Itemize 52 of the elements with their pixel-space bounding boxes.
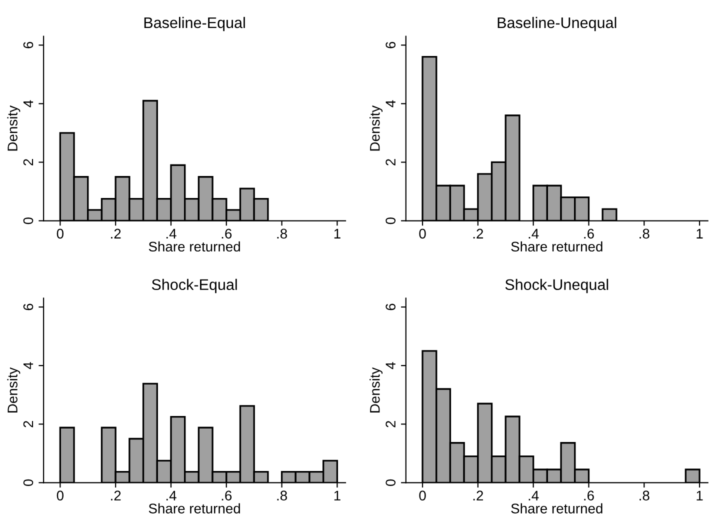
y-axis-title: Density	[370, 105, 383, 151]
x-tick-label: .8	[640, 490, 650, 501]
x-tick-label: 0	[56, 228, 64, 239]
x-tick-label: .2	[111, 490, 121, 500]
y-axis-title: Density	[7, 367, 20, 412]
y-tick-label: 4	[23, 100, 34, 108]
x-tick-label: .6	[222, 490, 232, 501]
x-tick-label: .4	[166, 228, 176, 238]
x-tick-label: .2	[111, 228, 121, 238]
x-axis-title: Share returned	[148, 241, 240, 252]
x-tick-label: .4	[528, 490, 539, 500]
y-axis-title: Density	[370, 367, 383, 412]
y-tick-label: 0	[23, 479, 34, 486]
x-tick-label: 1	[334, 228, 340, 238]
x-tick-label: .6	[584, 490, 594, 501]
y-tick-label: 6	[386, 304, 396, 310]
y-tick-label: 6	[23, 304, 34, 310]
y-axis-title: Density	[7, 105, 20, 151]
x-tick-label: 1	[696, 490, 703, 500]
x-axis-title: Share returned	[511, 241, 602, 252]
x-axis-title: Share returned	[148, 503, 240, 514]
x-tick-label: .8	[277, 228, 287, 239]
y-tick-label: 6	[23, 42, 34, 48]
x-tick-label: .8	[277, 490, 287, 501]
x-tick-label: 0	[419, 228, 426, 239]
x-tick-label: .6	[584, 228, 594, 239]
x-tick-label: .4	[528, 228, 539, 238]
x-tick-label: 0	[56, 490, 64, 501]
y-tick-label: 2	[386, 159, 396, 166]
x-tick-label: 1	[334, 490, 340, 500]
y-tick-label: 0	[23, 217, 34, 224]
y-tick-label: 0	[386, 479, 396, 486]
x-tick-label: .2	[473, 490, 484, 500]
chart-title: Baseline-Equal	[144, 16, 245, 32]
chart-title: Shock-Unequal	[505, 278, 608, 294]
x-tick-label: .2	[473, 228, 484, 238]
x-axis-title: Share returned	[511, 503, 602, 514]
y-tick-label: 4	[23, 362, 34, 370]
chart-title: Baseline-Unequal	[498, 16, 616, 32]
x-tick-label: 0	[419, 490, 426, 501]
x-tick-label: .6	[222, 228, 232, 239]
x-tick-label: .8	[640, 228, 650, 239]
x-tick-label: 1	[696, 228, 703, 238]
y-tick-label: 0	[386, 217, 396, 224]
chart-title: Shock-Equal	[152, 278, 237, 294]
y-tick-label: 2	[23, 159, 34, 166]
y-tick-label: 2	[23, 420, 34, 428]
x-tick-label: .4	[166, 490, 176, 500]
y-tick-label: 4	[386, 100, 396, 108]
y-tick-label: 4	[386, 362, 396, 370]
y-tick-label: 6	[386, 42, 396, 48]
y-tick-label: 2	[386, 420, 396, 428]
